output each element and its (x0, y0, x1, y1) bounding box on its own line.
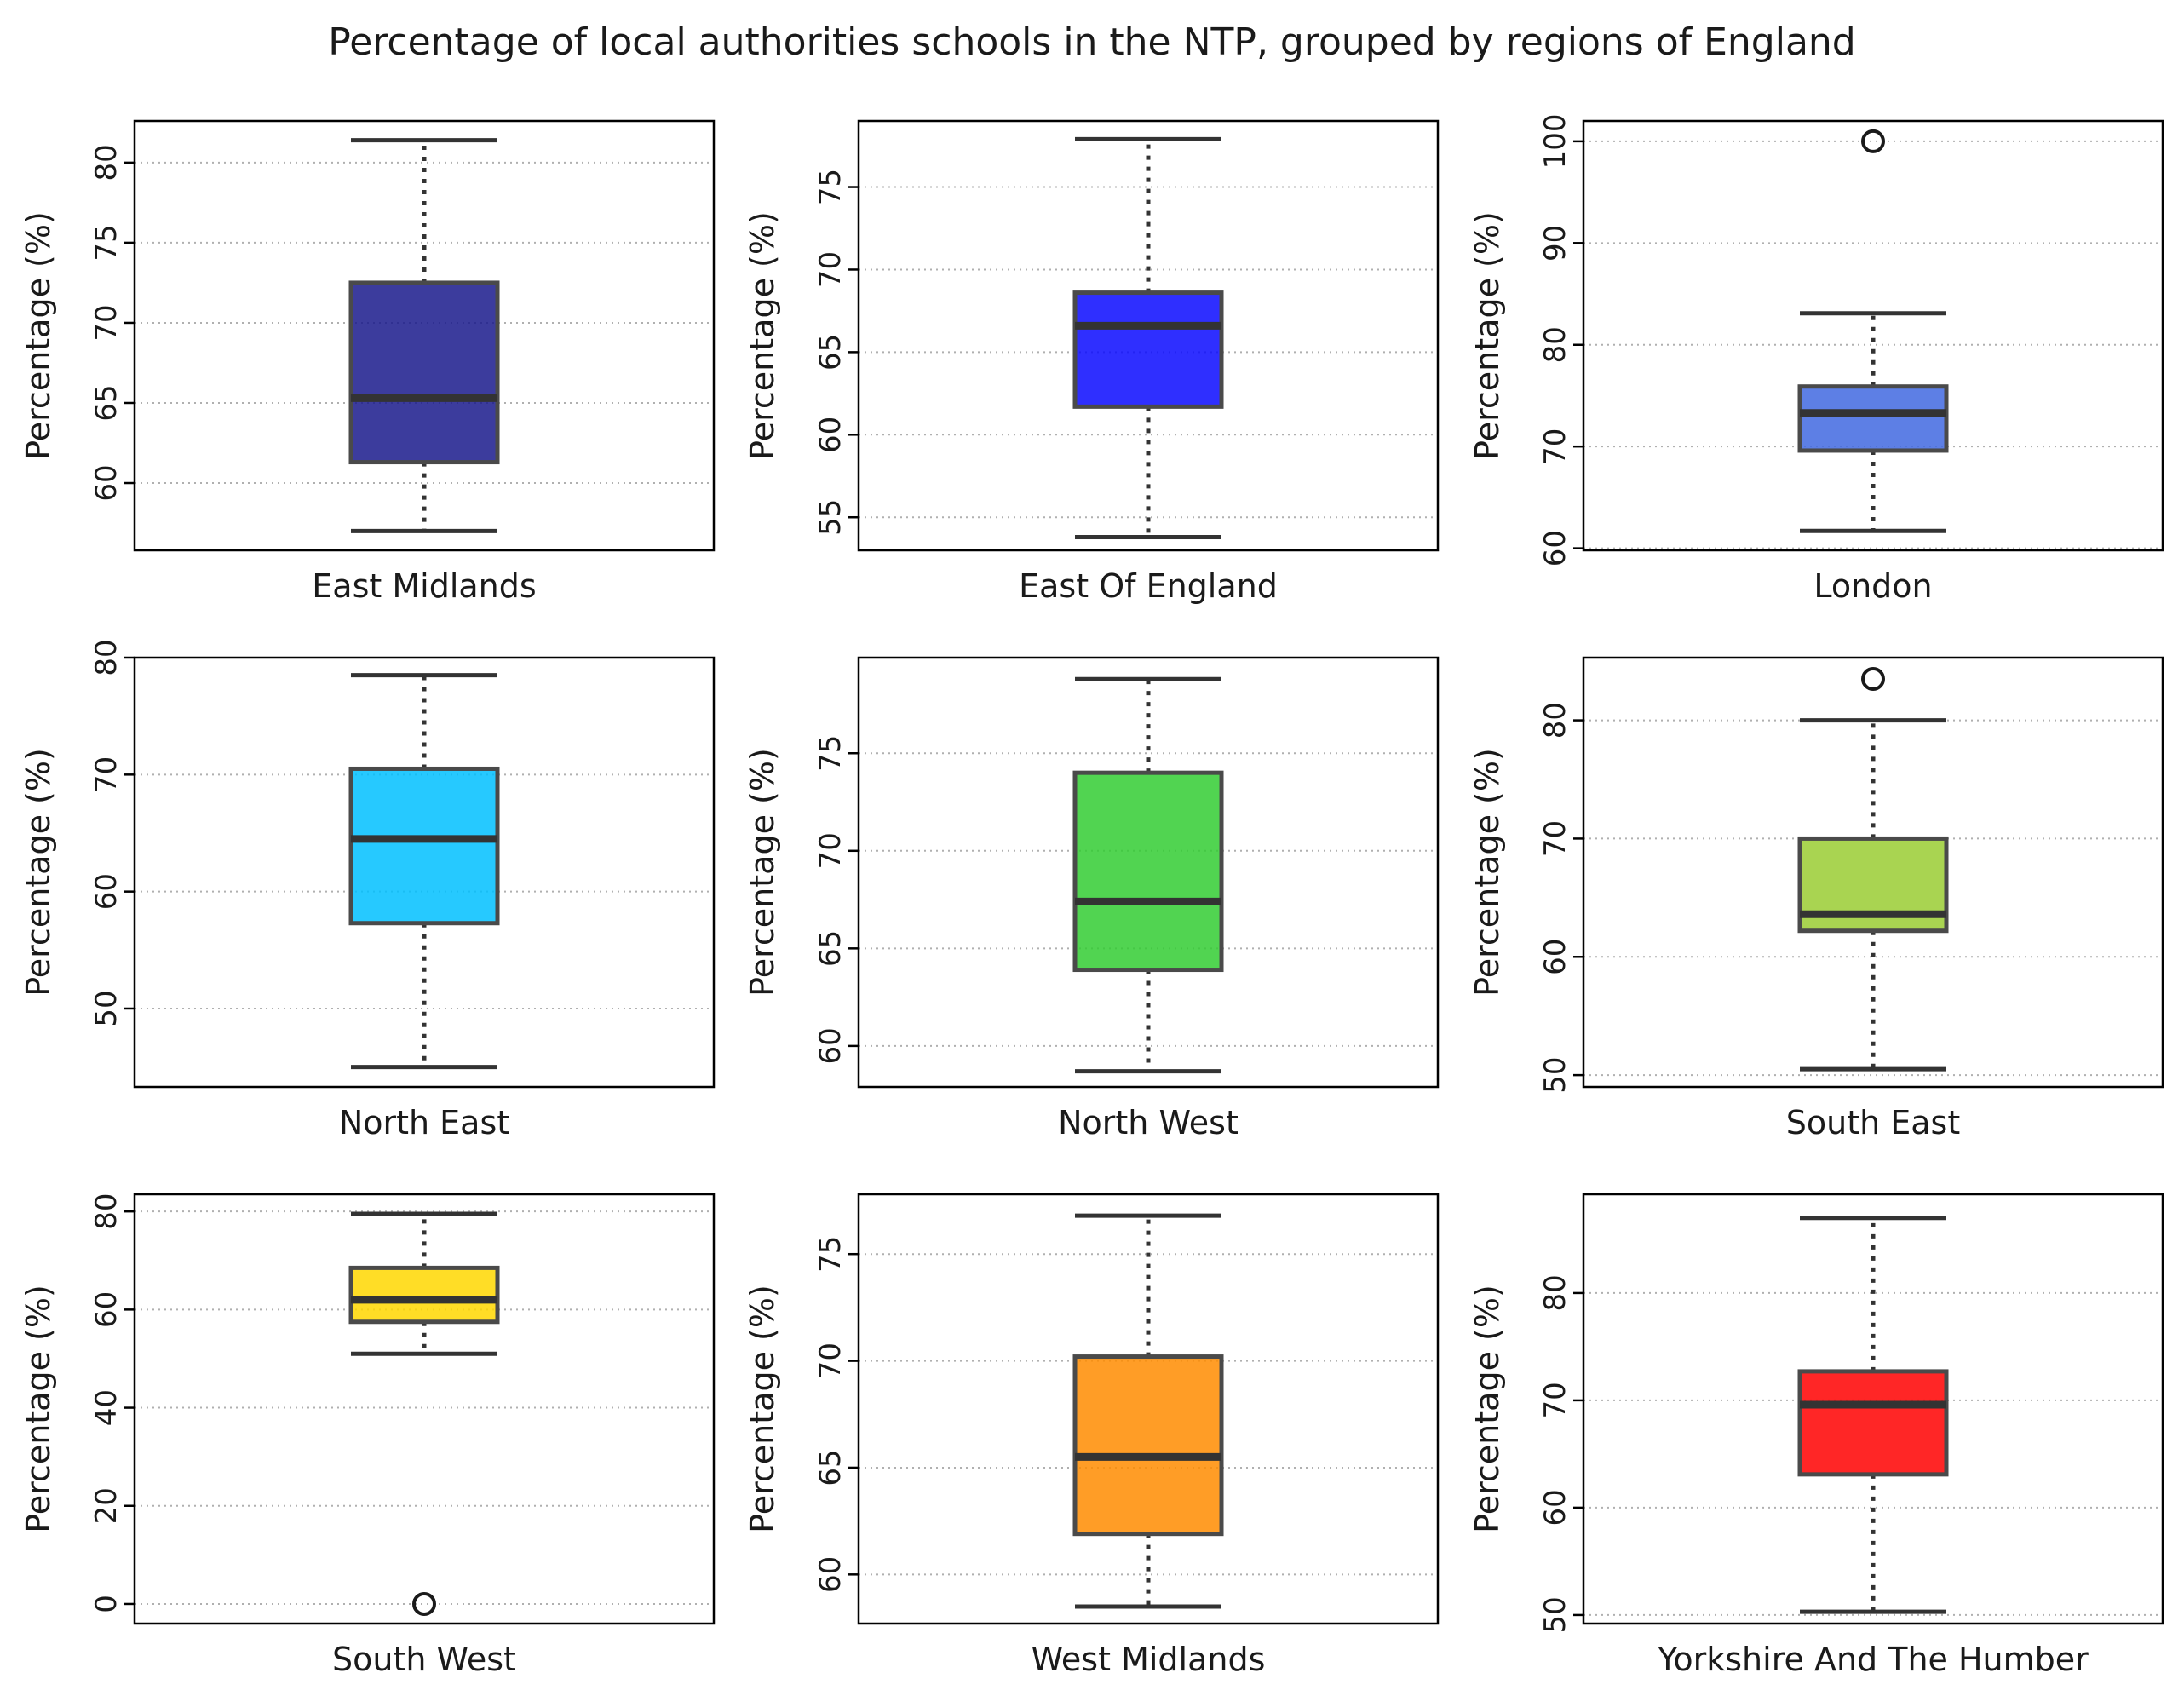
plot-frame (857, 656, 1440, 1089)
panel-8: 50 60 70 80 Percentage (%) Yorkshire And The … (1468, 1193, 2164, 1678)
y-tick-label-2: 70 (89, 304, 124, 341)
panel-6: 0 20 40 60 80 Percentage (%) South West (20, 1193, 716, 1678)
plot-frame (133, 119, 716, 552)
y-tick-label-2: 70 (1538, 820, 1572, 857)
y-tick-label-0: 60 (813, 1556, 848, 1593)
y-tick-label-3: 80 (1538, 1274, 1572, 1311)
y-tick-label-2: 40 (89, 1389, 124, 1426)
outlier-point-0 (1861, 666, 1885, 691)
region-label: North West (1058, 1104, 1239, 1141)
panel-5: 50 60 70 80 Percentage (%) South East (1468, 656, 2164, 1141)
plot-frame (133, 1193, 716, 1625)
region-label: West Midlands (1032, 1641, 1266, 1678)
plot-frame (857, 119, 1440, 552)
y-tick-label-1: 60 (1538, 1489, 1572, 1526)
y-tick-label-0: 60 (1538, 530, 1572, 566)
box (348, 1265, 500, 1325)
y-tick-label-4: 100 (1538, 113, 1572, 169)
box (1072, 290, 1224, 409)
region-label: East Of England (1019, 567, 1278, 605)
y-axis-label: Percentage (%) (20, 1285, 57, 1533)
y-tick-label-1: 60 (1538, 939, 1572, 975)
panels-grid: 60 65 70 75 80 Percentage (%) East Midlands 55 6… (20, 113, 2164, 1678)
region-label: Yorkshire And The Humber (1657, 1641, 2089, 1678)
y-tick-label-2: 70 (813, 1342, 848, 1379)
y-tick-label-0: 50 (1538, 1596, 1572, 1633)
y-tick-label-1: 60 (813, 417, 848, 453)
plot-frame (133, 656, 716, 1089)
y-tick-label-3: 80 (1538, 702, 1572, 739)
plot-frame (1582, 119, 2164, 552)
y-axis-label: Percentage (%) (744, 748, 781, 997)
y-axis-label: Percentage (%) (1468, 1285, 1506, 1533)
y-tick-label-1: 60 (89, 873, 124, 910)
y-axis-label: Percentage (%) (1468, 211, 1506, 460)
plot-frame (1582, 656, 2164, 1089)
y-tick-label-3: 80 (89, 639, 124, 676)
y-tick-label-3: 60 (89, 1291, 124, 1328)
panel-3: 50 60 70 80 Percentage (%) North East (20, 639, 716, 1141)
y-tick-label-0: 0 (89, 1595, 124, 1613)
y-tick-label-3: 70 (813, 251, 848, 288)
y-axis-label: Percentage (%) (1468, 748, 1506, 997)
y-tick-label-1: 65 (89, 384, 124, 421)
y-axis-label: Percentage (%) (20, 748, 57, 997)
y-axis-label: Percentage (%) (744, 1285, 781, 1533)
region-label: North East (339, 1104, 509, 1141)
region-label: South East (1786, 1104, 1961, 1141)
y-tick-label-0: 50 (89, 990, 124, 1026)
box (348, 766, 500, 926)
y-tick-label-0: 50 (1538, 1056, 1572, 1093)
plot-frame (1582, 1193, 2164, 1625)
panel-4: 60 65 70 75 Percentage (%) North West (744, 656, 1440, 1141)
plot-frame (857, 1193, 1440, 1625)
y-tick-label-4: 80 (89, 144, 124, 181)
y-tick-label-2: 70 (89, 756, 124, 793)
y-tick-label-4: 75 (813, 169, 848, 205)
y-tick-label-1: 65 (813, 930, 848, 967)
y-tick-label-1: 20 (89, 1487, 124, 1524)
chart-title: Percentage of local authorities schools … (328, 20, 1855, 64)
box (1797, 384, 1949, 453)
panel-2: 60 70 80 90 100 Percentage (%) London (1468, 113, 2164, 605)
region-label: South West (332, 1641, 516, 1678)
box (1797, 1369, 1949, 1477)
box (348, 280, 500, 465)
y-tick-label-2: 80 (1538, 326, 1572, 363)
y-tick-label-2: 65 (813, 334, 848, 371)
y-tick-label-3: 90 (1538, 225, 1572, 262)
y-tick-label-3: 75 (813, 735, 848, 772)
y-axis-label: Percentage (%) (744, 211, 781, 460)
y-tick-label-0: 55 (813, 499, 848, 536)
y-tick-label-4: 80 (89, 1193, 124, 1230)
panel-0: 60 65 70 75 80 Percentage (%) East Midlands (20, 119, 716, 605)
box (1072, 770, 1224, 973)
y-tick-label-3: 75 (89, 224, 124, 261)
y-tick-label-1: 70 (1538, 428, 1572, 465)
outlier-point-0 (412, 1591, 436, 1616)
region-label: East Midlands (312, 567, 536, 605)
y-tick-label-1: 65 (813, 1449, 848, 1486)
panel-1: 55 60 65 70 75 Percentage (%) East Of England (744, 119, 1440, 605)
y-tick-label-0: 60 (89, 464, 124, 501)
y-axis-label: Percentage (%) (20, 211, 57, 460)
panel-7: 60 65 70 75 Percentage (%) West Midlands (744, 1193, 1440, 1678)
box (1072, 1354, 1224, 1537)
outlier-point-0 (1861, 129, 1885, 153)
y-tick-label-3: 75 (813, 1236, 848, 1273)
region-label: London (1813, 567, 1932, 605)
y-tick-label-2: 70 (1538, 1382, 1572, 1418)
y-tick-label-2: 70 (813, 832, 848, 869)
y-tick-label-0: 60 (813, 1027, 848, 1064)
